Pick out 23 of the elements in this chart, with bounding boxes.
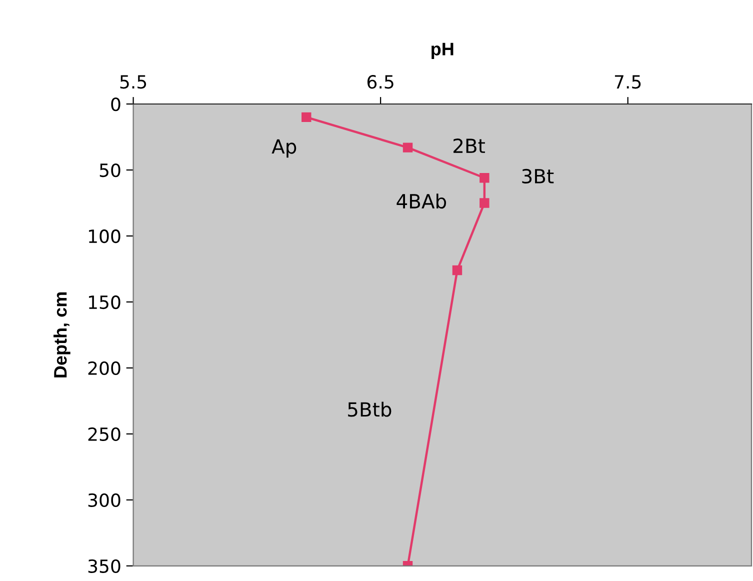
y-tick-label: 0 bbox=[111, 97, 120, 112]
annotation: 5Btb bbox=[348, 402, 392, 417]
x-axis-title: pH bbox=[432, 42, 454, 60]
point bbox=[480, 198, 490, 208]
x-tick-label: 6.5 bbox=[367, 75, 394, 89]
y-tick-label: 300 bbox=[88, 493, 120, 508]
y-tick-label: 150 bbox=[88, 295, 120, 310]
annotation: Ap bbox=[272, 139, 296, 158]
y-axis-title: Depth, cm bbox=[54, 292, 70, 378]
annotation: 4BAb bbox=[396, 194, 446, 209]
x-tick-label: 5.5 bbox=[120, 75, 146, 89]
point bbox=[402, 142, 413, 152]
point bbox=[480, 173, 490, 183]
x-tick-label: 7.5 bbox=[614, 75, 641, 89]
y-tick-label: 350 bbox=[88, 559, 120, 574]
y-tick-label: 100 bbox=[88, 229, 120, 244]
y-tick-label: 200 bbox=[88, 361, 120, 376]
annotation: 2Bt bbox=[454, 138, 485, 153]
annotation: 3Bt bbox=[522, 168, 554, 184]
point bbox=[302, 112, 312, 122]
y-tick-label: 250 bbox=[88, 427, 120, 442]
y-tick-label: 50 bbox=[100, 163, 120, 178]
point bbox=[452, 265, 462, 276]
